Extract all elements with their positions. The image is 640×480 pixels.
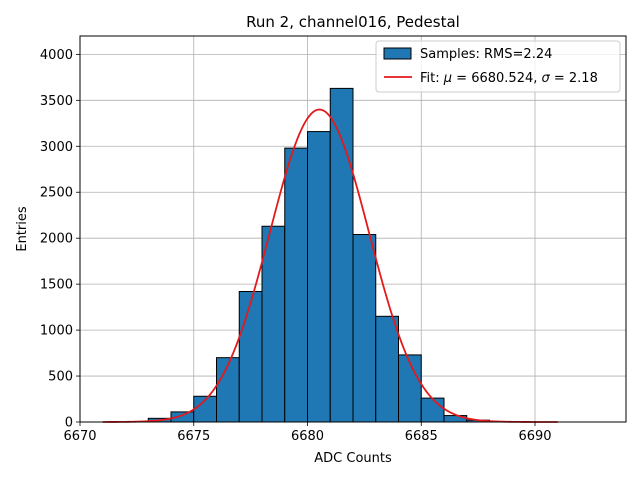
histogram-bar <box>398 354 422 423</box>
histogram-bar <box>261 225 286 423</box>
y-tick-label: 3500 <box>40 94 73 109</box>
legend: Samples: RMS=2.24 Fit: μ = 6680.524, σ =… <box>375 40 621 93</box>
y-axis-label: Entries <box>15 206 30 252</box>
histogram-bar <box>216 357 240 423</box>
histogram-bar <box>238 290 263 423</box>
histogram-bar <box>375 315 399 423</box>
legend-box <box>375 40 621 93</box>
x-tick-label: 6675 <box>177 429 210 444</box>
legend-samples-label: Samples: RMS=2.24 <box>420 47 552 62</box>
gaussian-fit-curve <box>102 108 558 423</box>
legend-samples-swatch <box>383 47 412 60</box>
histogram-bars <box>147 87 490 423</box>
histogram-bar <box>284 147 308 423</box>
y-tick-label: 0 <box>65 416 73 431</box>
y-tick-label: 3000 <box>40 140 73 155</box>
x-tick-label: 6670 <box>63 429 96 444</box>
plot-frame <box>79 35 627 423</box>
legend-fit-label: Fit: μ = 6680.524, σ = 2.18 <box>420 71 598 86</box>
x-tick-label: 6680 <box>291 429 324 444</box>
y-tick-label: 2500 <box>40 186 73 201</box>
y-tick-label: 1000 <box>40 324 73 339</box>
axis-ticks: 0 500 1000 1500 2000 2500 3000 3500 4000 6670 6675… <box>40 48 552 444</box>
histogram-bar <box>420 397 445 423</box>
x-axis-label: ADC Counts <box>314 451 392 466</box>
x-tick-label: 6690 <box>518 429 551 444</box>
chart-title: Run 2, channel016, Pedestal <box>246 13 460 31</box>
x-tick-label: 6685 <box>405 429 438 444</box>
fit-curve-layer <box>102 108 558 423</box>
y-tick-label: 1500 <box>40 278 73 293</box>
histogram-bar <box>307 131 331 423</box>
y-tick-label: 2000 <box>40 232 73 247</box>
y-tick-label: 4000 <box>40 48 73 63</box>
histogram-bar <box>352 234 377 423</box>
y-tick-label: 500 <box>48 370 73 385</box>
